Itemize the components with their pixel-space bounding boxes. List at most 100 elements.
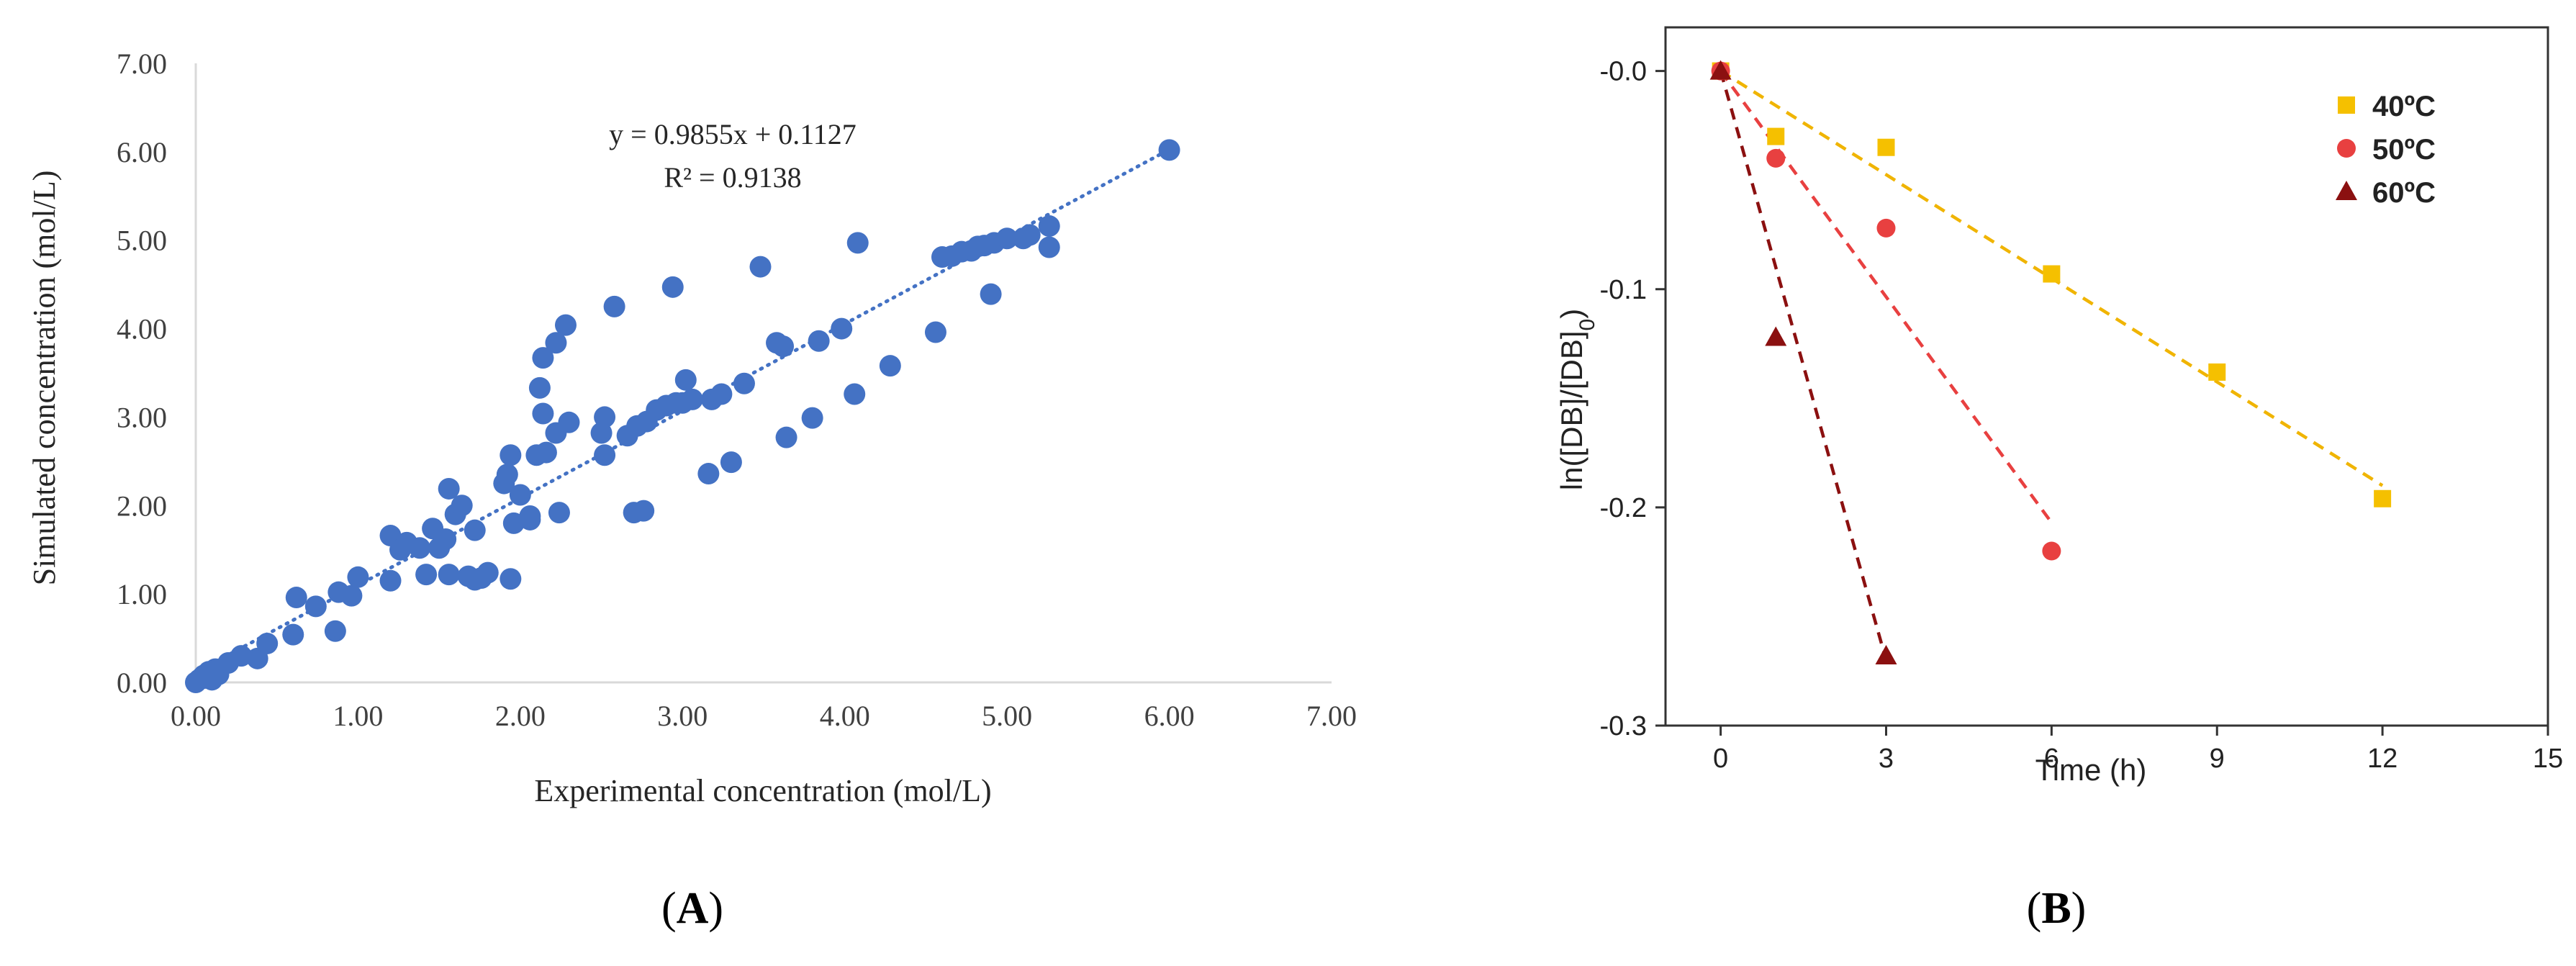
panel-a-data-point xyxy=(603,295,625,317)
panel-b-plot-frame xyxy=(1664,26,2549,727)
panel-a-data-point xyxy=(502,512,525,534)
panel-b-point-series-1 xyxy=(2374,489,2392,507)
panel-b-legend: 40ºC 50ºC 60ºC xyxy=(2336,91,2436,209)
panel-b-y-ticks: -0.0 -0.1 -0.2 -0.3 xyxy=(1600,57,1666,741)
panel-a-y-tick-label: 5.00 xyxy=(117,225,167,257)
panel-b-point-series-1 xyxy=(1767,127,1785,145)
panel-a-data-point xyxy=(554,314,577,336)
panel-a-data-point xyxy=(532,402,554,425)
panel-a-data-point xyxy=(1018,224,1041,246)
panel-a-data-point xyxy=(500,444,522,466)
panel-a-data-point xyxy=(710,383,733,405)
panel-a-x-tick-label: 1.00 xyxy=(333,700,383,732)
panel-a-x-tick-label: 4.00 xyxy=(820,700,870,732)
panel-a-x-tick-label: 2.00 xyxy=(495,700,546,732)
panel-a-data-point xyxy=(749,256,772,278)
panel-b-x-tick-label: 15 xyxy=(2533,744,2563,774)
panel-b-y-tick-label: -0.0 xyxy=(1600,57,1647,87)
panel-a-data-point xyxy=(509,484,531,506)
panel-a-y-tick-label: 4.00 xyxy=(117,313,167,346)
panel-a-data-point xyxy=(528,376,551,399)
panel-a-y-tick-label: 2.00 xyxy=(117,489,167,522)
panel-b-point-series-3 xyxy=(1765,326,1787,346)
panel-a-x-tick-label: 5.00 xyxy=(982,700,1032,732)
panel-a-data-point xyxy=(775,426,797,448)
panel-a-data-point xyxy=(681,388,703,410)
panel-a-data-point xyxy=(594,406,616,428)
panel-b-point-series-2 xyxy=(1766,148,1786,168)
panel-a-data-point xyxy=(633,500,655,522)
panel-a-data-point xyxy=(409,537,431,559)
panel-a-data-point xyxy=(801,407,823,429)
panel-a-data-point xyxy=(256,632,279,654)
panel-b-point-series-1 xyxy=(1877,138,1895,156)
panel-b-label: (B) xyxy=(2027,884,2087,933)
panel-b-data-points xyxy=(1709,60,2392,664)
panel-a-data-point xyxy=(846,232,869,254)
panel-a-data-point xyxy=(519,505,541,528)
panel-a-data-points xyxy=(185,139,1180,693)
panel-a-data-point xyxy=(451,495,473,517)
panel-b-y-tick-label: -0.2 xyxy=(1600,493,1647,523)
panel-a-data-point xyxy=(285,587,307,609)
panel-a-data-point xyxy=(697,463,720,485)
panel-b-point-series-1 xyxy=(2043,265,2061,283)
panel-b-x-tick-label: 6 xyxy=(2044,744,2059,774)
panel-a-data-point xyxy=(996,227,1018,250)
panel-b-point-series-1 xyxy=(2208,363,2226,381)
panel-a-data-point xyxy=(435,528,457,550)
panel-b-point-series-2 xyxy=(1876,218,1896,238)
panel-a-data-point xyxy=(500,568,522,590)
panel-a-equation: y = 0.9855x + 0.1127 xyxy=(609,118,857,150)
panel-a-data-point xyxy=(230,645,253,667)
panel-a-data-point xyxy=(548,502,570,524)
panel-a-y-axis-label: Simulated concentration (mol/L) xyxy=(27,171,62,586)
panel-a-data-point xyxy=(415,564,438,586)
panel-a-data-point xyxy=(594,444,616,466)
panel-b-legend-label: 40ºC xyxy=(2372,91,2436,122)
panel-b-x-tick-label: 12 xyxy=(2367,744,2398,774)
panel-b-point-series-3 xyxy=(1875,645,1897,664)
panel-b-kinetics-chart: 0 3 6 9 12 15 -0.0 -0.1 -0.2 -0.3 40ºC 50ºC 60ºC T… xyxy=(1555,26,2563,933)
panel-a-data-point xyxy=(844,383,866,405)
panel-a-data-point xyxy=(438,477,460,500)
panel-a-data-point xyxy=(532,347,554,369)
panel-a-data-point xyxy=(808,330,830,352)
panel-a-data-point xyxy=(340,584,363,607)
panel-a-data-point xyxy=(545,332,567,354)
panel-a-data-point xyxy=(535,441,557,464)
panel-a-data-point xyxy=(1038,236,1060,258)
panel-a-x-axis-label: Experimental concentration (mol/L) xyxy=(534,773,991,808)
panel-a-data-point xyxy=(1158,139,1180,161)
panel-b-legend-label: 60ºC xyxy=(2372,177,2436,209)
panel-b-legend-marker xyxy=(2336,181,2357,200)
panel-a-data-point xyxy=(980,283,1002,305)
panel-b-legend-marker xyxy=(2338,96,2355,114)
panel-b-point-series-2 xyxy=(2042,541,2061,561)
panel-a-data-point xyxy=(324,620,346,642)
panel-a-r-squared: R² = 0.9138 xyxy=(664,161,801,194)
panel-b-y-axis-label: ln([DB]/[DB]0) xyxy=(1555,309,1599,490)
panel-a-data-point xyxy=(1038,215,1060,238)
panel-a-data-point xyxy=(476,561,499,584)
panel-b-y-tick-label: -0.1 xyxy=(1600,275,1647,305)
panel-b-x-ticks: 0 3 6 9 12 15 xyxy=(1713,726,2563,774)
panel-b-x-tick-label: 3 xyxy=(1879,744,1894,774)
panel-a-y-tick-label: 3.00 xyxy=(117,401,167,433)
panel-a-x-tick-label: 6.00 xyxy=(1144,700,1195,732)
panel-b-fit-lines xyxy=(1719,69,2384,661)
panel-b-x-axis-label: Time (h) xyxy=(2035,753,2147,787)
panel-a-data-point xyxy=(661,276,684,298)
panel-a-data-point xyxy=(496,464,518,486)
panel-a-data-point xyxy=(924,321,946,343)
panel-b-legend-marker xyxy=(2337,139,2356,158)
panel-a-data-point xyxy=(879,355,901,377)
panel-b-x-tick-label: 9 xyxy=(2210,744,2225,774)
panel-a-data-point xyxy=(438,564,460,586)
panel-a-scatter-chart: 0.00 1.00 2.00 3.00 4.00 5.00 6.00 7.00 0.00 1.0… xyxy=(27,48,1357,933)
panel-b-point-series-3 xyxy=(1709,60,1732,80)
panel-a-data-point xyxy=(558,411,580,433)
panel-b-x-tick-label: 0 xyxy=(1713,744,1728,774)
panel-b-fit-line-series-2 xyxy=(1719,70,2053,524)
